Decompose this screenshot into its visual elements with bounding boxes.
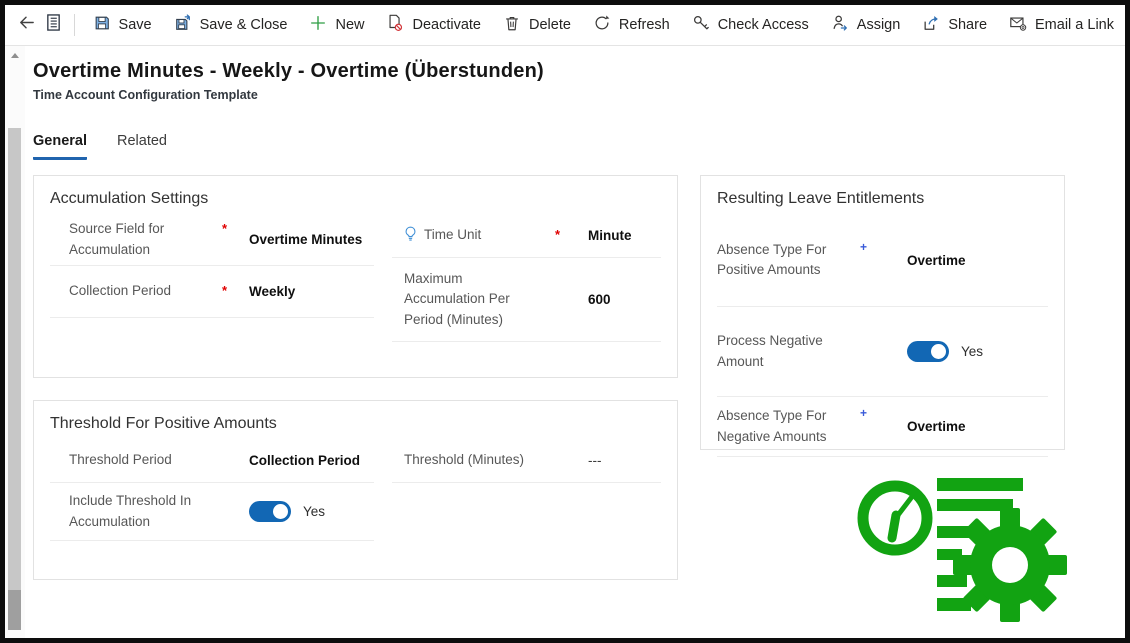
email-icon xyxy=(1009,14,1027,36)
scroll-up-button[interactable] xyxy=(5,46,25,64)
command-bar: Save Save & Close New Deactivate Delete … xyxy=(5,5,1125,45)
entitlements-section: Resulting Leave Entitlements Absence Typ… xyxy=(700,175,1065,457)
scrollbar-thumb[interactable] xyxy=(8,128,21,590)
recommended-marker: + xyxy=(859,406,867,421)
threshold-minutes-value[interactable]: --- xyxy=(588,453,602,468)
refresh-button[interactable]: Refresh xyxy=(582,8,681,42)
accumulation-settings-title: Accumulation Settings xyxy=(50,190,209,207)
process-negative-amount-field: Process Negative Amount Yes xyxy=(717,307,1048,397)
share-label: Share xyxy=(948,17,988,33)
absence-type-negative-field: Absence Type For Negative Amounts + Over… xyxy=(717,397,1048,457)
save-button[interactable]: Save xyxy=(82,8,163,42)
email-a-link-button[interactable]: Email a Link xyxy=(998,8,1125,42)
scrollbar-thumb-end[interactable] xyxy=(8,590,21,630)
list-lines xyxy=(937,478,1023,611)
threshold-section: Threshold For Positive Amounts Threshold… xyxy=(33,400,678,580)
absence-type-positive-label: Absence Type For Positive Amounts xyxy=(717,241,827,277)
collection-period-field: Collection Period * Weekly xyxy=(50,266,374,318)
threshold-minutes-field: Threshold (Minutes) --- xyxy=(392,439,661,483)
threshold-minutes-label: Threshold (Minutes) xyxy=(404,452,525,468)
collection-period-label: Collection Period xyxy=(69,283,172,299)
tab-related[interactable]: Related xyxy=(117,133,167,149)
absence-type-negative-value[interactable]: Overtime xyxy=(907,419,966,434)
plus-icon xyxy=(309,14,327,36)
command-bar-divider xyxy=(73,14,75,36)
gear-icon xyxy=(953,508,1067,622)
toggle-knob xyxy=(273,504,288,519)
absence-type-positive-value[interactable]: Overtime xyxy=(907,252,966,268)
time-management-illustration xyxy=(840,468,1070,633)
absence-type-positive-field: Absence Type For Positive Amounts + Over… xyxy=(717,214,1048,307)
required-marker: * xyxy=(554,226,560,242)
time-unit-value[interactable]: Minute xyxy=(588,228,632,243)
save-and-close-label: Save & Close xyxy=(199,17,288,33)
lightbulb-icon xyxy=(404,226,417,247)
share-button[interactable]: Share xyxy=(911,8,998,42)
back-button[interactable] xyxy=(13,8,40,42)
save-close-icon xyxy=(174,14,192,36)
entitlements-section-title: Resulting Leave Entitlements xyxy=(717,190,925,207)
form-icon xyxy=(45,13,62,37)
source-field-for-accumulation-field: Source Field for Accumulation * Overtime… xyxy=(50,214,374,266)
required-marker: * xyxy=(221,221,227,237)
threshold-period-label: Threshold Period xyxy=(69,452,172,468)
process-negative-toggle[interactable] xyxy=(907,341,949,362)
clock-icon xyxy=(857,480,933,556)
threshold-period-value[interactable]: Collection Period xyxy=(249,453,361,468)
accumulation-settings-section: Accumulation Settings Source Field for A… xyxy=(33,175,678,378)
form-tabs: General Related xyxy=(33,133,167,160)
deactivate-label: Deactivate xyxy=(412,17,481,33)
page-title: Overtime Minutes - Weekly - Overtime (Üb… xyxy=(33,60,544,82)
save-and-close-button[interactable]: Save & Close xyxy=(163,8,299,42)
email-a-link-label: Email a Link xyxy=(1035,17,1114,33)
include-threshold-field: Include Threshold In Accumulation Yes xyxy=(50,483,374,541)
delete-label: Delete xyxy=(529,17,571,33)
back-arrow-icon xyxy=(17,13,36,37)
refresh-label: Refresh xyxy=(618,17,670,33)
assign-label: Assign xyxy=(856,17,901,33)
time-unit-label: Time Unit xyxy=(424,226,482,242)
process-negative-toggle-text: Yes xyxy=(961,344,984,359)
check-access-label: Check Access xyxy=(717,17,809,33)
assign-button[interactable]: Assign xyxy=(820,8,912,42)
page-header: Overtime Minutes - Weekly - Overtime (Üb… xyxy=(33,60,544,102)
maximum-accumulation-label: Maximum Accumulation Per Period (Minutes… xyxy=(404,271,510,327)
include-threshold-label: Include Threshold In Accumulation xyxy=(69,493,192,529)
include-threshold-toggle[interactable] xyxy=(249,501,291,522)
threshold-section-title: Threshold For Positive Amounts xyxy=(50,415,277,432)
deactivate-icon xyxy=(386,14,404,36)
required-marker: * xyxy=(221,283,227,299)
share-icon xyxy=(922,14,940,36)
save-icon xyxy=(93,14,111,36)
source-field-label: Source Field for Accumulation xyxy=(69,221,165,257)
new-label: New xyxy=(335,17,365,33)
trash-icon xyxy=(503,14,521,36)
assign-person-icon xyxy=(831,14,849,36)
caret-up-icon xyxy=(11,52,19,58)
record-type-label: Time Account Configuration Template xyxy=(33,88,258,102)
maximum-accumulation-value[interactable]: 600 xyxy=(588,292,611,307)
source-field-value[interactable]: Overtime Minutes xyxy=(249,232,363,247)
key-icon xyxy=(692,14,710,36)
maximum-accumulation-field: Maximum Accumulation Per Period (Minutes… xyxy=(392,258,661,342)
time-unit-field: Time Unit * Minute xyxy=(392,214,661,258)
recommended-marker: + xyxy=(859,239,867,254)
left-scrollbar[interactable] xyxy=(5,46,25,638)
collection-period-value[interactable]: Weekly xyxy=(249,284,296,299)
check-access-button[interactable]: Check Access xyxy=(681,8,820,42)
deactivate-button[interactable]: Deactivate xyxy=(375,8,492,42)
refresh-icon xyxy=(593,14,611,36)
new-button[interactable]: New xyxy=(298,8,375,42)
threshold-period-field: Threshold Period Collection Period xyxy=(50,439,374,483)
save-label: Save xyxy=(118,17,152,33)
process-negative-amount-label: Process Negative Amount xyxy=(717,333,823,369)
include-threshold-toggle-text: Yes xyxy=(303,504,326,519)
form-selector-button[interactable] xyxy=(40,8,67,42)
command-bar-separator xyxy=(5,45,1125,46)
tab-general[interactable]: General xyxy=(33,133,87,160)
absence-type-negative-label: Absence Type For Negative Amounts xyxy=(717,408,827,444)
toggle-knob xyxy=(931,344,946,359)
delete-button[interactable]: Delete xyxy=(492,8,582,42)
